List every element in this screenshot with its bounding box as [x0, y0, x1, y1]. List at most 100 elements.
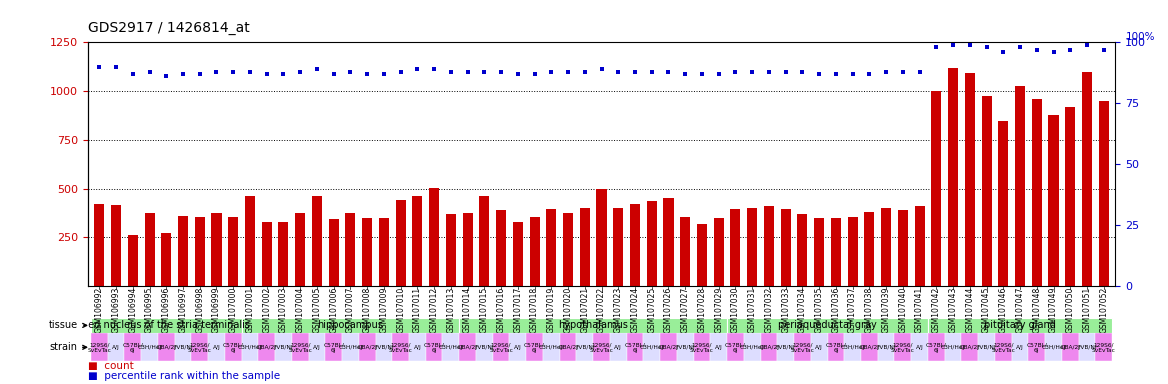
Text: GSM107017: GSM107017 [513, 287, 522, 333]
Bar [730, 209, 741, 286]
Text: DBA/2J: DBA/2J [960, 345, 980, 350]
Point [726, 68, 745, 74]
Point [558, 68, 577, 74]
Text: 129S6/
SvEvTac: 129S6/ SvEvTac [791, 342, 814, 353]
Point [743, 68, 762, 74]
Bar [563, 213, 573, 286]
Text: A/J: A/J [213, 345, 221, 350]
Point [1028, 46, 1047, 53]
Point [843, 71, 862, 77]
Bar [798, 214, 807, 286]
Text: GSM107021: GSM107021 [580, 287, 590, 333]
Text: GSM107046: GSM107046 [999, 287, 1008, 333]
Point [910, 68, 929, 74]
Text: GSM107003: GSM107003 [279, 287, 288, 333]
Point [944, 41, 962, 48]
Text: GSM107022: GSM107022 [597, 287, 606, 333]
Bar [292, 333, 308, 361]
Text: C3H/HeJ: C3H/HeJ [439, 345, 463, 350]
Point [391, 68, 410, 74]
Text: A/J: A/J [313, 345, 321, 350]
Bar [242, 318, 459, 333]
Bar [125, 333, 141, 361]
Text: DBA/2J: DBA/2J [157, 345, 176, 350]
Text: GSM107033: GSM107033 [781, 287, 791, 333]
Point [207, 68, 225, 74]
Text: C3H/HeJ: C3H/HeJ [841, 345, 864, 350]
Text: DBA/2J: DBA/2J [558, 345, 578, 350]
Bar [1015, 86, 1026, 286]
Text: GSM106997: GSM106997 [179, 287, 188, 333]
Bar [710, 333, 726, 361]
Text: C57BL/
6J: C57BL/ 6J [826, 342, 847, 353]
Text: GSM107023: GSM107023 [613, 287, 623, 333]
Text: 129S6/
SvEvTac: 129S6/ SvEvTac [489, 342, 513, 353]
Text: GSM107010: GSM107010 [396, 287, 405, 333]
Bar [694, 333, 710, 361]
Bar [426, 333, 443, 361]
Bar [610, 333, 626, 361]
Text: GSM107004: GSM107004 [296, 287, 305, 333]
Bar [1099, 101, 1108, 286]
Text: C3H/HeJ: C3H/HeJ [741, 345, 764, 350]
Bar [647, 201, 656, 286]
Bar [777, 333, 794, 361]
Text: GSM107049: GSM107049 [1049, 287, 1058, 333]
Bar [1011, 333, 1028, 361]
Point [894, 68, 912, 74]
Bar [296, 213, 305, 286]
Bar [931, 91, 941, 286]
Text: GSM107040: GSM107040 [898, 287, 908, 333]
Text: A/J: A/J [815, 345, 823, 350]
Bar [262, 222, 272, 286]
Bar [346, 213, 355, 286]
Text: FVB/NJ: FVB/NJ [876, 345, 896, 350]
Point [458, 68, 477, 74]
Point [224, 68, 243, 74]
Point [978, 44, 996, 50]
Bar [579, 208, 590, 286]
Text: C3H/HeJ: C3H/HeJ [138, 345, 161, 350]
Bar [915, 206, 925, 286]
Bar [948, 68, 958, 286]
Bar [161, 233, 172, 286]
Text: 129S6/
SvEvTac: 129S6/ SvEvTac [389, 342, 412, 353]
Point [257, 71, 276, 77]
Bar [91, 318, 242, 333]
Bar [342, 333, 359, 361]
Text: FVB/NJ: FVB/NJ [575, 345, 595, 350]
Text: ■  percentile rank within the sample: ■ percentile rank within the sample [88, 371, 279, 381]
Point [375, 71, 394, 77]
Text: GSM107051: GSM107051 [1083, 287, 1091, 333]
Bar [748, 208, 757, 286]
Text: GSM107047: GSM107047 [1015, 287, 1024, 333]
Text: GSM107029: GSM107029 [714, 287, 723, 333]
Point [90, 64, 109, 70]
Bar [1082, 71, 1092, 286]
Bar [726, 318, 927, 333]
Text: GSM107015: GSM107015 [480, 287, 489, 333]
Bar [111, 205, 121, 286]
Text: FVB/NJ: FVB/NJ [776, 345, 795, 350]
Bar [744, 333, 760, 361]
Bar [597, 189, 606, 286]
Bar [995, 333, 1011, 361]
Text: A/J: A/J [413, 345, 422, 350]
Bar [459, 318, 726, 333]
Bar [412, 197, 423, 286]
Point [592, 66, 611, 72]
Text: GSM107036: GSM107036 [832, 287, 841, 333]
Text: 129S6/
SvEvTac: 129S6/ SvEvTac [1092, 342, 1115, 353]
Bar [396, 200, 405, 286]
Text: A/J: A/J [1016, 345, 1024, 350]
Text: FVB/NJ: FVB/NJ [173, 345, 193, 350]
Bar [965, 73, 975, 286]
Bar [1065, 107, 1076, 286]
Bar [459, 333, 477, 361]
Bar [529, 217, 540, 286]
Point [106, 64, 125, 70]
Point [1094, 46, 1113, 53]
Text: GSM107045: GSM107045 [982, 287, 990, 333]
Text: C57BL/
6J: C57BL/ 6J [223, 342, 244, 353]
Point [659, 68, 677, 74]
